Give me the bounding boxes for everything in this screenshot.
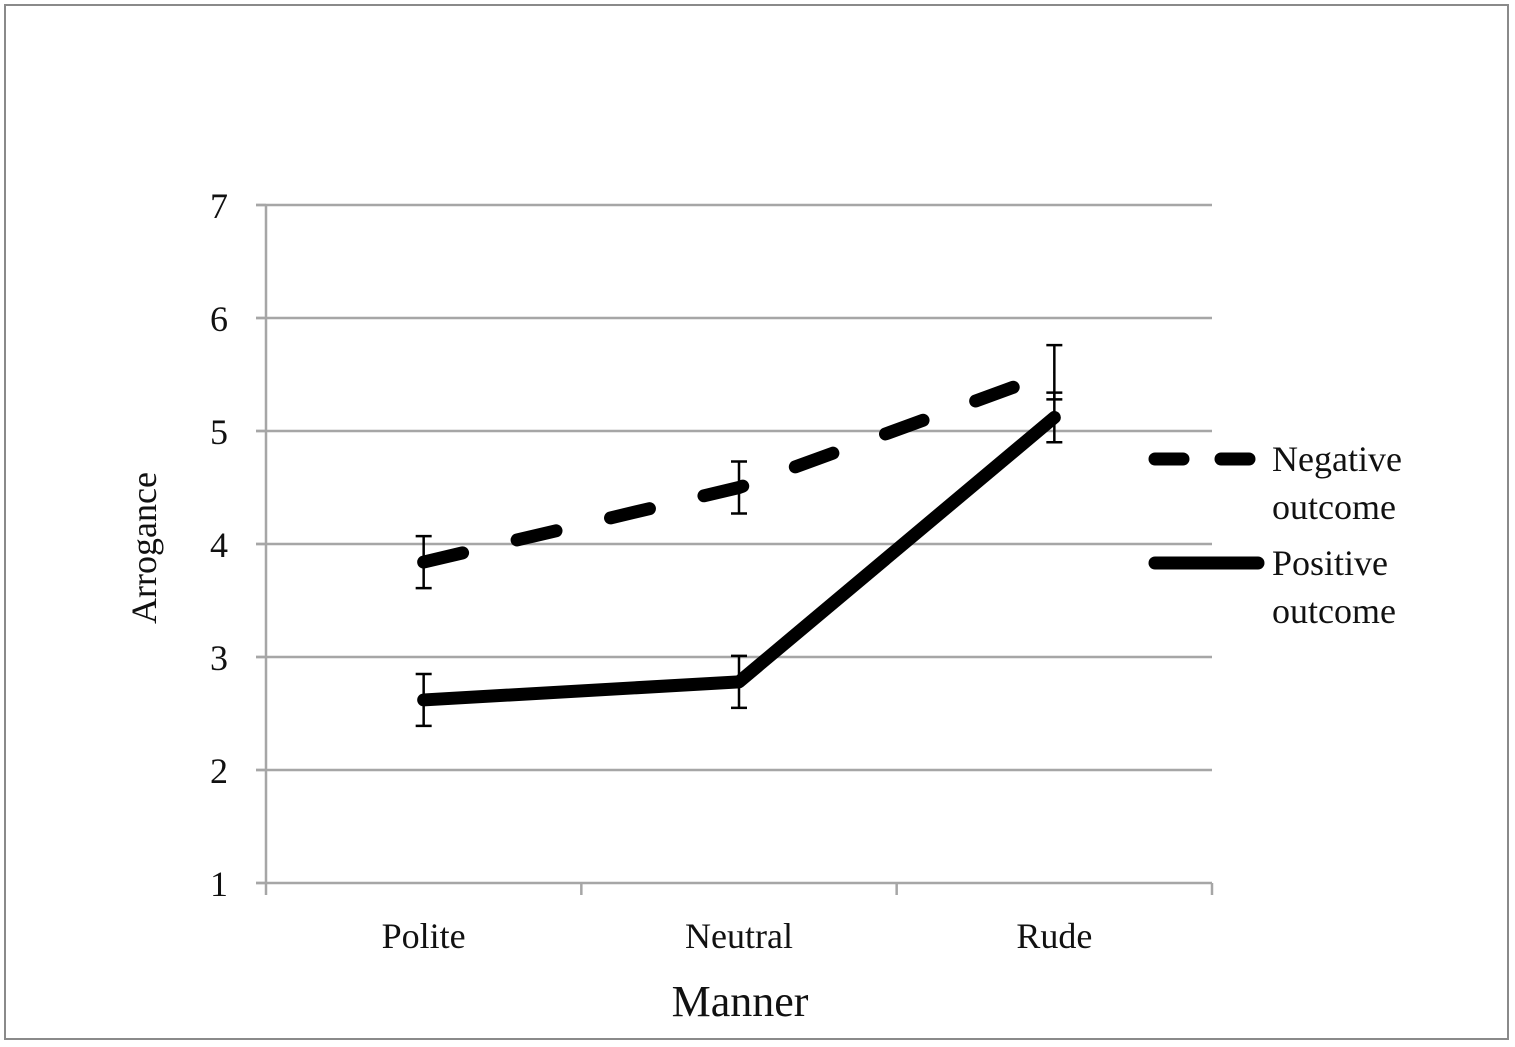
- y-tick-label: 3: [210, 638, 228, 678]
- error-bars: [415, 343, 1063, 728]
- legend-label-0: Negative: [1272, 439, 1402, 479]
- y-tick-label: 1: [210, 864, 228, 904]
- y-axis-title: Arrogance: [124, 472, 164, 624]
- y-tick-label: 4: [210, 525, 228, 565]
- legend-label-1: Positive: [1272, 543, 1388, 583]
- y-tick-label: 2: [210, 751, 228, 791]
- x-tick-labels: Polite Neutral Rude: [382, 916, 1093, 956]
- legend: Negative outcome Positive outcome: [1148, 439, 1402, 631]
- x-tick-label-polite: Polite: [382, 916, 466, 956]
- legend-label-1: outcome: [1272, 591, 1396, 631]
- x-tick-label-neutral: Neutral: [685, 916, 793, 956]
- y-tick-labels: 1 2 3 4 5 6 7: [210, 186, 228, 904]
- x-tick-label-rude: Rude: [1016, 916, 1092, 956]
- x-axis-title: Manner: [672, 977, 809, 1026]
- chart-frame: [4, 4, 1509, 1040]
- axes: [256, 203, 1214, 895]
- y-tick-label: 7: [210, 186, 228, 226]
- y-tick-label: 6: [210, 299, 228, 339]
- y-tick-label: 5: [210, 412, 228, 452]
- gridlines: [256, 203, 1212, 772]
- series-lines: [417, 365, 1061, 707]
- legend-label-0: outcome: [1272, 487, 1396, 527]
